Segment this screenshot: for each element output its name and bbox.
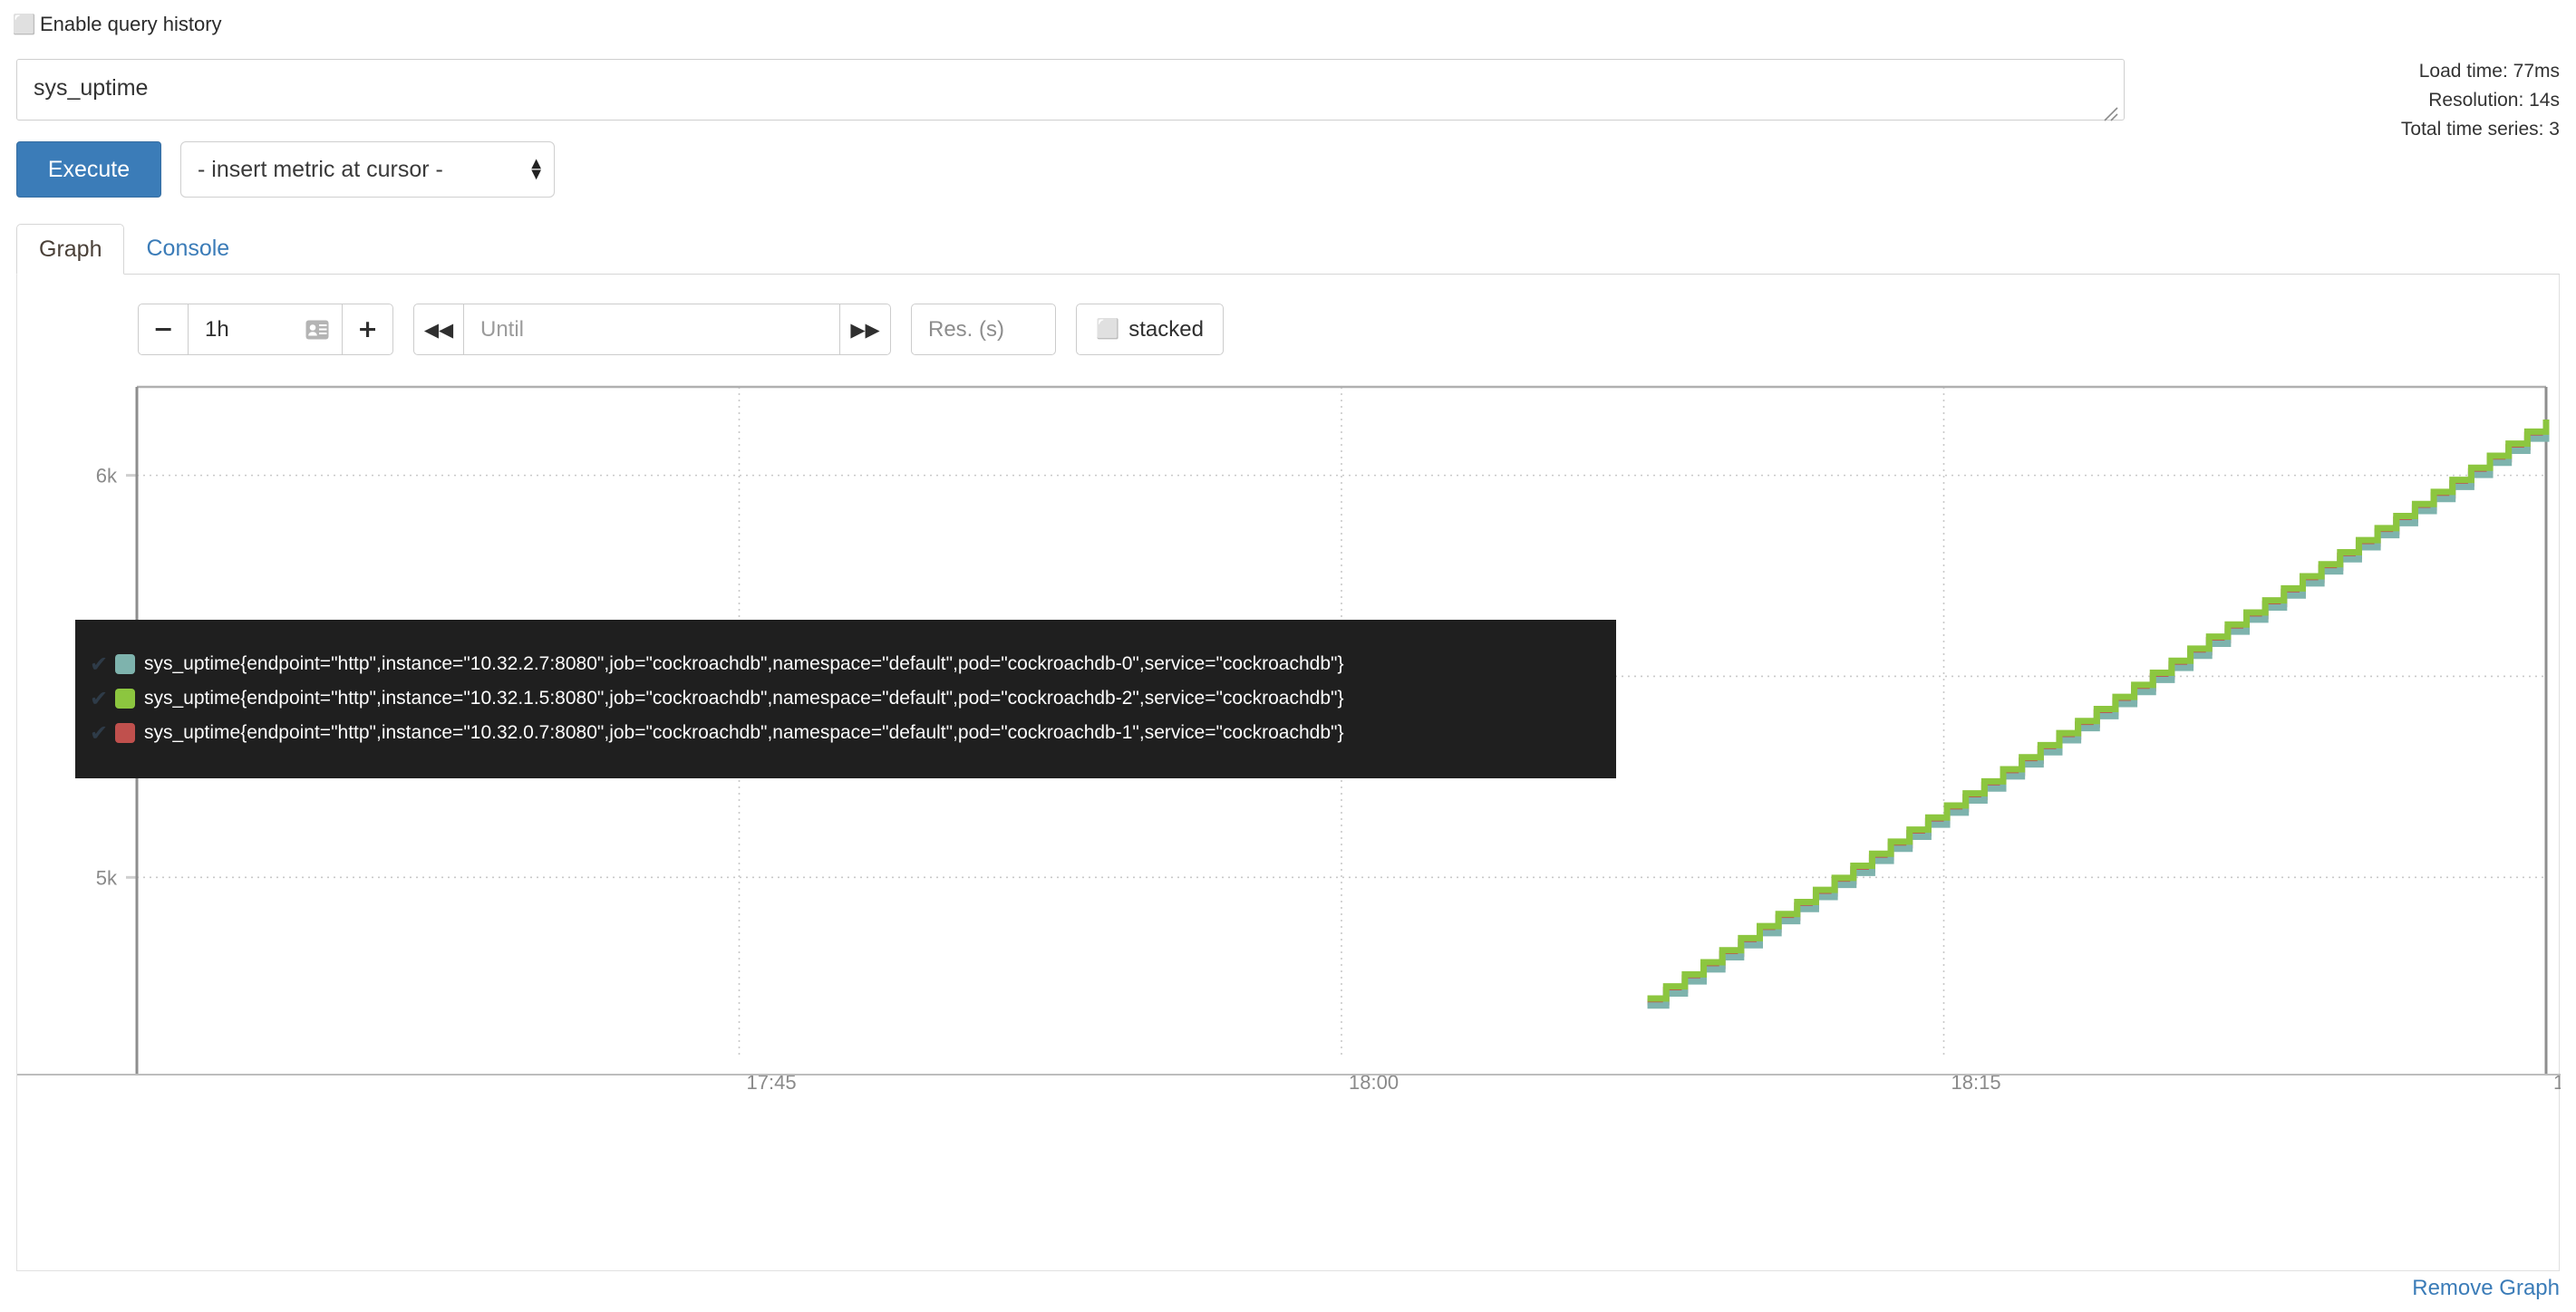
legend-check-icon[interactable]: ✔ (90, 651, 109, 677)
legend-check-icon[interactable]: ✔ (90, 720, 109, 746)
graph-controls-toolbar: − 1h + ◀◀ Until ▶▶ (138, 304, 1224, 355)
legend-color-swatch (115, 689, 135, 709)
insert-metric-select[interactable]: - insert metric at cursor - ▲ ▼ (180, 141, 555, 198)
range-control-group: − 1h + (138, 304, 393, 355)
resolution-input[interactable]: Res. (s) (911, 304, 1056, 355)
legend-item[interactable]: ✔ sys_uptime{endpoint="http",instance="1… (90, 681, 1616, 716)
legend-color-swatch (115, 654, 135, 674)
stacked-toggle[interactable]: ⬜ stacked (1076, 304, 1224, 355)
vcard-icon[interactable] (305, 320, 329, 340)
legend-item[interactable]: ✔ sys_uptime{endpoint="http",instance="1… (90, 716, 1616, 750)
load-time-stat: Load time: 77ms (2418, 61, 2560, 82)
query-history-checkbox[interactable]: ⬜ (12, 13, 37, 35)
resolution-stat: Resolution: 14s (2428, 89, 2560, 111)
chart-legend: ✔ sys_uptime{endpoint="http",instance="1… (75, 620, 1616, 778)
stacked-group: ⬜ stacked (1076, 304, 1224, 355)
legend-item[interactable]: ✔ sys_uptime{endpoint="http",instance="1… (90, 647, 1616, 681)
remove-graph-link[interactable]: Remove Graph (2412, 1276, 2560, 1300)
stacked-checkbox[interactable]: ⬜ (1096, 318, 1120, 340)
legend-series-label: sys_uptime{endpoint="http",instance="10.… (144, 688, 1344, 709)
tab-graph[interactable]: Graph (16, 224, 125, 275)
query-history-label: Enable query history (40, 13, 222, 35)
stacked-label: stacked (1128, 316, 1204, 342)
time-navigation-group: ◀◀ Until ▶▶ (413, 304, 891, 355)
svg-text:5k: 5k (96, 866, 118, 889)
decrease-range-button[interactable]: − (138, 304, 189, 355)
step-backward-button[interactable]: ◀◀ (413, 304, 464, 355)
total-time-series-stat: Total time series: 3 (2400, 118, 2560, 140)
range-input[interactable]: 1h (189, 304, 343, 355)
svg-text:6k: 6k (96, 465, 118, 487)
graph-panel: − 1h + ◀◀ Until ▶▶ (16, 275, 2561, 1271)
increase-range-button[interactable]: + (343, 304, 393, 355)
svg-text:18:30: 18:30 (2553, 1071, 2561, 1094)
insert-metric-select-value: - insert metric at cursor - (198, 156, 443, 182)
until-input[interactable]: Until (464, 304, 840, 355)
query-expression-input[interactable]: sys_uptime (16, 59, 2125, 121)
legend-check-icon[interactable]: ✔ (90, 686, 109, 711)
legend-series-label: sys_uptime{endpoint="http",instance="10.… (144, 722, 1344, 743)
execute-button[interactable]: Execute (16, 141, 161, 198)
range-input-value: 1h (205, 316, 229, 342)
resolution-group: Res. (s) (911, 304, 1056, 355)
legend-color-swatch (115, 723, 135, 743)
view-tabs: Graph Console (16, 223, 2560, 275)
chevron-updown-icon: ▲ ▼ (531, 156, 541, 182)
query-stats: Load time: 77ms Resolution: 14s Total ti… (2401, 57, 2560, 144)
legend-series-label: sys_uptime{endpoint="http",instance="10.… (144, 653, 1344, 674)
tab-console[interactable]: Console (146, 235, 230, 261)
step-forward-button[interactable]: ▶▶ (840, 304, 891, 355)
enable-query-history-row[interactable]: ⬜ Enable query history (12, 13, 222, 36)
